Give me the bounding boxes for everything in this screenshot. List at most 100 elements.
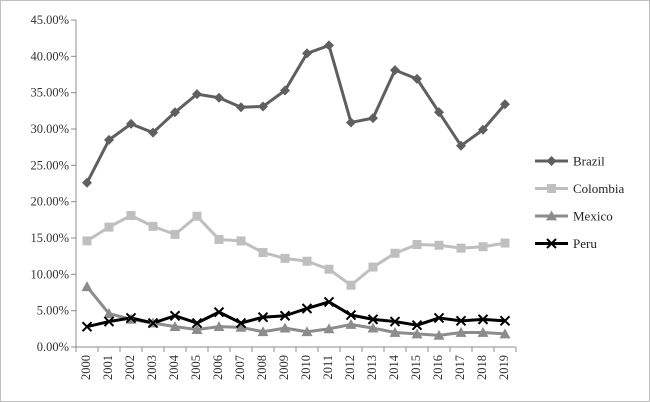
x-tick-label: 2005 [189,355,203,380]
legend-marker-brazil [546,156,557,166]
series-line-brazil [85,43,507,184]
x-tick-label: 2006 [211,355,225,380]
x-tick-label: 2010 [299,355,313,380]
data-point-mexico [169,321,181,332]
y-tick-label: 10.00% [30,267,69,281]
data-point-mexico [367,322,379,333]
x-tick-label: 2004 [167,354,181,380]
y-tick-label: 5.00% [37,304,69,318]
data-point-colombia [236,236,246,246]
data-point-brazil [82,177,92,188]
data-point-peru [411,319,423,331]
data-point-mexico [301,326,313,337]
x-tick-label: 2009 [277,355,291,380]
data-point-peru [433,312,445,324]
data-point-brazil [478,124,488,135]
legend-marker-peru [546,238,557,249]
x-tick-label: 2018 [475,355,489,380]
x-tick-label: 2007 [233,355,247,380]
data-point-brazil [456,140,466,151]
data-point-colombia [456,243,466,253]
data-point-mexico [499,328,511,339]
data-point-brazil [104,134,114,145]
data-point-brazil [192,89,202,100]
data-point-peru [169,310,181,321]
y-tick-label: 40.00% [30,49,69,63]
data-point-colombia [478,242,488,252]
legend-label-mexico: Mexico [573,209,613,224]
y-tick-label: 0.00% [37,340,69,354]
x-tick-label: 2014 [387,354,401,380]
data-point-colombia [258,248,268,258]
data-point-peru [323,296,335,308]
legend-label-colombia: Colombia [573,181,625,196]
data-point-brazil [280,85,290,96]
y-tick-label: 25.00% [30,158,69,172]
data-point-peru [345,309,357,321]
data-point-colombia [82,236,92,246]
data-point-colombia [302,256,312,266]
data-point-brazil [434,107,444,118]
data-point-colombia [434,240,444,250]
data-point-peru [235,317,247,329]
legend-marker-colombia [547,184,556,193]
legend-label-brazil: Brazil [573,154,605,169]
data-point-colombia [500,238,510,248]
data-point-brazil [346,117,356,128]
legend-label-peru: Peru [573,236,597,251]
data-point-colombia [346,280,356,290]
data-point-peru [257,311,269,323]
data-point-colombia [148,221,158,231]
data-point-peru [477,314,489,325]
series-line-peru [86,300,506,329]
data-point-brazil [500,99,510,110]
x-tick-label: 2016 [431,355,445,380]
data-point-mexico [323,323,335,334]
data-point-mexico [191,324,203,334]
x-tick-label: 2012 [343,355,357,380]
data-point-peru [213,306,225,318]
data-point-peru [125,312,137,324]
data-point-colombia [170,229,180,239]
data-point-brazil [324,40,334,51]
data-point-peru [455,315,467,327]
x-tick-label: 2019 [497,355,511,380]
data-point-mexico [345,318,357,329]
series-markers [81,40,511,340]
y-tick-label: 35.00% [30,86,69,100]
data-point-brazil [412,73,422,84]
data-point-brazil [236,102,246,113]
data-point-mexico [235,321,247,332]
data-point-mexico [213,321,225,332]
data-point-mexico [81,281,93,292]
x-tick-label: 2000 [79,355,93,380]
data-point-colombia [368,262,378,272]
x-tick-label: 2015 [409,355,423,380]
data-point-colombia [104,222,114,232]
y-ticks: 0.00% 5.00% 10.00% 15.00% 20.00% 25.00% 30.00%… [30,13,76,354]
series-line-mexico [85,285,506,337]
data-point-mexico [477,326,489,337]
data-point-colombia [192,211,202,221]
x-tick-label: 2011 [321,355,335,380]
data-point-brazil [368,113,378,124]
y-tick-label: 30.00% [30,122,69,136]
data-point-brazil [170,107,180,118]
data-point-peru [81,321,93,332]
x-tick-label: 2003 [145,355,159,380]
x-tick-label: 2001 [101,355,115,380]
x-ticks: 2000 2001 2002 2003 2004 2005 2006 2007 2008 2009… [75,347,517,380]
x-tick-label: 2008 [255,355,269,380]
data-point-brazil [148,127,158,138]
data-point-mexico [411,328,423,339]
data-point-peru [279,310,291,321]
data-point-peru [389,316,401,327]
data-point-peru [191,317,203,329]
data-point-mexico [389,326,401,337]
data-point-peru [301,303,313,314]
data-point-brazil [390,65,400,76]
data-point-peru [147,317,159,329]
data-point-brazil [214,92,224,103]
